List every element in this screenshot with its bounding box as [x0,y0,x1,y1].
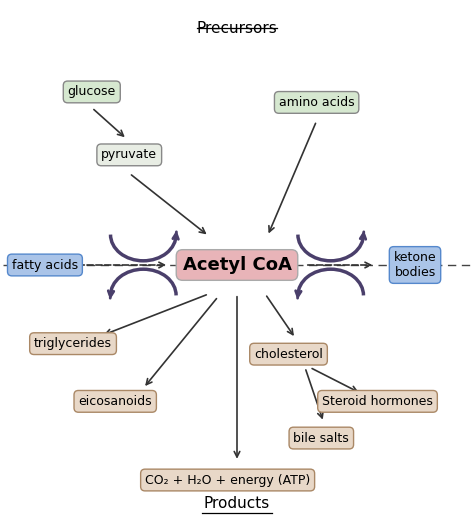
Text: eicosanoids: eicosanoids [78,395,152,408]
Text: triglycerides: triglycerides [34,337,112,350]
Text: glucose: glucose [68,85,116,99]
Text: amino acids: amino acids [279,96,355,109]
Text: pyruvate: pyruvate [101,148,157,161]
Text: Products: Products [204,497,270,511]
Text: ketone
bodies: ketone bodies [394,251,437,279]
Text: Precursors: Precursors [197,21,277,36]
Text: cholesterol: cholesterol [254,348,323,360]
Text: bile salts: bile salts [293,431,349,445]
Text: Steroid hormones: Steroid hormones [322,395,433,408]
Text: Acetyl CoA: Acetyl CoA [182,256,292,274]
Text: fatty acids: fatty acids [12,259,78,271]
Text: CO₂ + H₂O + energy (ATP): CO₂ + H₂O + energy (ATP) [145,473,310,487]
